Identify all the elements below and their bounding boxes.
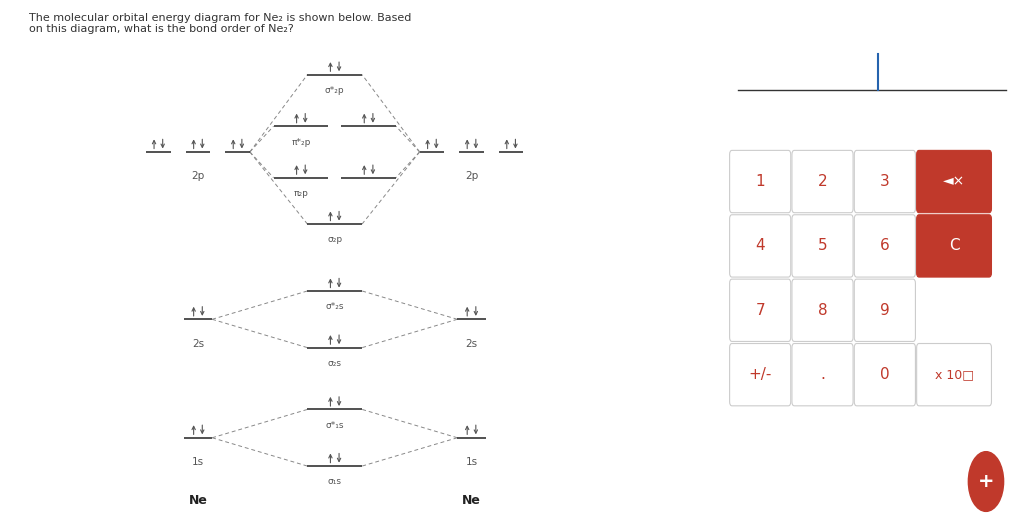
Text: π₂p: π₂p: [294, 189, 308, 198]
FancyBboxPatch shape: [730, 344, 791, 406]
Text: 2: 2: [818, 174, 827, 189]
FancyBboxPatch shape: [792, 344, 853, 406]
FancyBboxPatch shape: [730, 150, 791, 213]
Text: 5: 5: [818, 238, 827, 253]
Text: 9: 9: [880, 303, 890, 318]
Text: σ₁s: σ₁s: [328, 477, 342, 486]
FancyBboxPatch shape: [792, 215, 853, 277]
Text: σ*₂p: σ*₂p: [325, 86, 344, 95]
Text: σ*₁s: σ*₁s: [326, 421, 344, 430]
Text: σ₂p: σ₂p: [328, 235, 342, 244]
Text: 2s: 2s: [466, 339, 477, 349]
Text: 8: 8: [818, 303, 827, 318]
Text: σ*₂s: σ*₂s: [326, 302, 344, 311]
Text: 2s: 2s: [191, 339, 204, 349]
FancyBboxPatch shape: [854, 215, 915, 277]
Text: σ₂s: σ₂s: [328, 359, 342, 368]
Text: 1s: 1s: [466, 457, 477, 467]
FancyBboxPatch shape: [730, 279, 791, 341]
Text: 2p: 2p: [191, 171, 205, 181]
FancyBboxPatch shape: [792, 279, 853, 341]
FancyBboxPatch shape: [854, 344, 915, 406]
Text: .: .: [820, 367, 825, 382]
Text: 4: 4: [756, 238, 765, 253]
Text: ◄×: ◄×: [943, 175, 966, 188]
Text: The molecular orbital energy diagram for Ne₂ is shown below. Based
on this diagr: The molecular orbital energy diagram for…: [29, 13, 412, 35]
FancyBboxPatch shape: [916, 344, 991, 406]
Text: Ne: Ne: [188, 494, 208, 507]
Text: +: +: [978, 472, 994, 491]
Text: 2p: 2p: [465, 171, 478, 181]
Text: π*₂p: π*₂p: [291, 138, 310, 146]
Text: 6: 6: [880, 238, 890, 253]
FancyBboxPatch shape: [916, 215, 991, 277]
Text: 3: 3: [880, 174, 890, 189]
Text: Ne: Ne: [462, 494, 481, 507]
FancyBboxPatch shape: [916, 150, 991, 213]
Text: 1s: 1s: [191, 457, 204, 467]
Text: C: C: [949, 238, 959, 253]
Text: 7: 7: [756, 303, 765, 318]
FancyBboxPatch shape: [854, 279, 915, 341]
FancyBboxPatch shape: [854, 150, 915, 213]
FancyBboxPatch shape: [730, 215, 791, 277]
Text: x 10□: x 10□: [935, 368, 974, 381]
Text: 1: 1: [756, 174, 765, 189]
Circle shape: [969, 452, 1004, 511]
FancyBboxPatch shape: [792, 150, 853, 213]
Text: +/-: +/-: [749, 367, 772, 382]
Text: 0: 0: [880, 367, 890, 382]
